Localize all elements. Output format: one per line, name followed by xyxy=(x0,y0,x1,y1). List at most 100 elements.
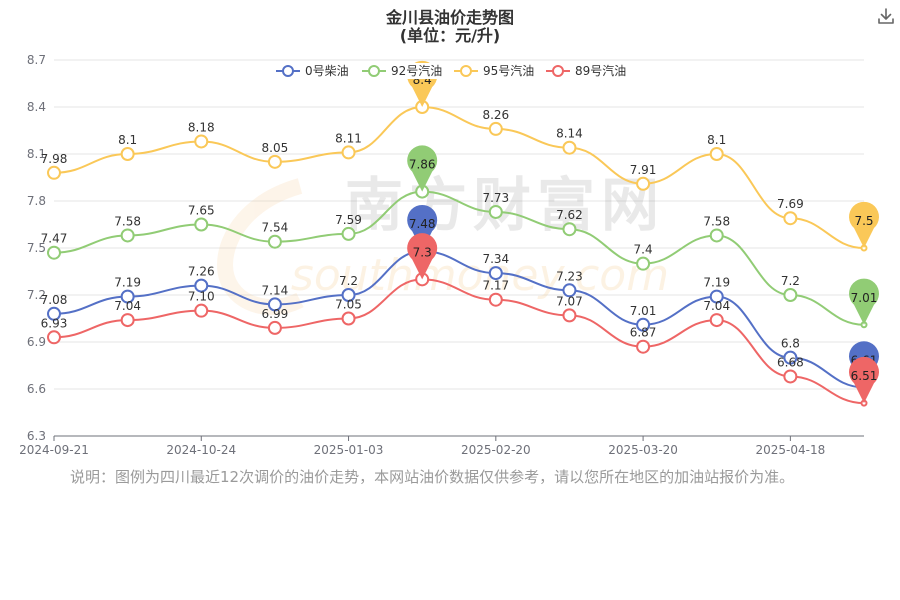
data-point xyxy=(783,369,798,384)
data-label: 7.23 xyxy=(556,269,583,283)
data-label: 6.99 xyxy=(262,307,289,321)
legend-symbol xyxy=(368,65,380,77)
data-label: 8.26 xyxy=(482,108,509,122)
data-point xyxy=(562,222,577,237)
y-tick-label: 7.2 xyxy=(27,288,46,302)
data-label: 7.07 xyxy=(556,294,583,308)
legend-symbol xyxy=(282,65,294,77)
series-2: 7.98 8.1 8.18 8.05 8.11 8.26 8.14 7.91 8.1 7.69 xyxy=(41,100,868,252)
data-label: 7.58 xyxy=(114,214,141,228)
data-label: 7.01 xyxy=(630,304,657,318)
data-point xyxy=(709,147,724,161)
data-label: 8.18 xyxy=(188,120,215,134)
data-label: 7.98 xyxy=(41,152,68,166)
data-point xyxy=(488,121,503,136)
data-label: 7.04 xyxy=(114,299,141,313)
pin-shape xyxy=(849,201,880,248)
data-point xyxy=(562,283,577,298)
legend-item[interactable]: 0号柴油 xyxy=(274,63,360,79)
pin-label: 7.5 xyxy=(854,214,873,228)
data-point xyxy=(341,288,356,302)
data-label: 7.14 xyxy=(262,283,289,297)
y-tick-label: 6.6 xyxy=(27,382,46,396)
data-label: 6.93 xyxy=(41,316,68,330)
pin-label: 7.86 xyxy=(409,158,436,172)
data-label: 7.91 xyxy=(630,163,657,177)
data-point xyxy=(120,228,135,243)
data-point xyxy=(341,226,356,241)
download-icon[interactable] xyxy=(876,6,896,26)
pin-label: 7.48 xyxy=(409,217,436,231)
legend-bg xyxy=(452,63,538,79)
data-label: 8.14 xyxy=(556,127,583,141)
data-point xyxy=(194,303,209,318)
watermark-swoosh xyxy=(216,178,304,316)
watermark-text: 南方财富网 xyxy=(345,171,665,239)
data-label: 7.73 xyxy=(482,191,509,205)
data-label: 8.1 xyxy=(118,133,137,147)
data-point xyxy=(709,313,724,328)
legend-bg xyxy=(274,63,360,79)
y-tick-label: 8.1 xyxy=(27,147,46,161)
chart-note: 说明：图例为四川最近12次调价的油价走势，本网站油价数据仅供参考，请以您所在地区… xyxy=(70,468,795,486)
data-label: 7.62 xyxy=(556,208,583,222)
y-tick-label: 6.3 xyxy=(27,429,46,443)
marker-pin: 6.51 xyxy=(849,356,880,404)
data-label: 6.8 xyxy=(781,337,800,351)
x-tick-label: 2025-03-20 xyxy=(608,443,678,457)
x-tick-label: 2025-01-03 xyxy=(314,443,384,457)
data-label: 6.87 xyxy=(630,326,657,340)
series-1: 7.47 7.58 7.65 7.54 7.59 7.73 7.62 7.4 7.58 7.2 xyxy=(41,184,868,329)
x-tick-label: 2024-09-21 xyxy=(19,443,89,457)
line-chart: 6.3 6.6 6.9 7.2 7.5 7.8 8.1 8.4 8.7 南方财富网southmon… xyxy=(19,53,880,457)
series-3: 6.93 7.04 7.10 6.99 7.05 7.17 7.07 6.87 7.04 6.68 xyxy=(41,272,868,407)
data-label: 8.05 xyxy=(262,141,289,155)
legend-item[interactable]: 95号汽油 xyxy=(452,63,538,79)
data-point xyxy=(120,313,135,328)
y-tick-label: 8.4 xyxy=(27,100,46,114)
data-point xyxy=(267,234,282,249)
marker-pin: 7.01 xyxy=(849,278,880,325)
data-point xyxy=(120,289,135,304)
data-label: 7.65 xyxy=(188,204,215,218)
data-point xyxy=(636,256,651,271)
pin-shape xyxy=(407,233,438,280)
marker-pin: 7.5 xyxy=(849,201,880,248)
data-point xyxy=(267,320,282,335)
pin-shape xyxy=(407,204,438,252)
data-point xyxy=(488,292,503,307)
data-point xyxy=(341,311,356,326)
legend-bg xyxy=(360,63,446,79)
pin-label: 7.3 xyxy=(413,245,432,259)
legend-label: 92号汽油 xyxy=(391,63,442,78)
data-point xyxy=(709,289,724,304)
data-label: 7.47 xyxy=(41,232,68,246)
data-label: 6.68 xyxy=(777,355,804,369)
data-label: 7.19 xyxy=(703,276,730,290)
y-tick-label: 8.7 xyxy=(27,53,46,67)
data-point xyxy=(488,266,503,281)
legend-item[interactable]: 92号汽油 xyxy=(360,63,446,79)
data-point xyxy=(47,306,61,321)
data-label: 7.04 xyxy=(703,299,730,313)
legend-symbol xyxy=(552,65,564,77)
data-label: 7.54 xyxy=(262,221,289,235)
data-point xyxy=(194,278,209,293)
data-point xyxy=(636,317,651,332)
data-label: 7.17 xyxy=(482,279,509,293)
data-point xyxy=(562,308,577,323)
data-point xyxy=(783,288,798,302)
data-point xyxy=(783,350,798,365)
legend-label: 89号汽油 xyxy=(575,63,626,78)
data-point xyxy=(267,154,282,169)
x-tick-label: 2025-02-20 xyxy=(461,443,531,457)
data-point xyxy=(47,165,61,180)
pin-shape xyxy=(407,145,438,192)
data-point xyxy=(47,245,61,260)
marker-pin: 7.48 xyxy=(407,204,438,252)
chart-subtitle: (单位：元/升) xyxy=(399,26,501,45)
data-point xyxy=(47,330,61,345)
legend-item[interactable]: 89号汽油 xyxy=(544,63,630,79)
data-label: 7.2 xyxy=(781,274,800,288)
data-label: 7.69 xyxy=(777,197,804,211)
